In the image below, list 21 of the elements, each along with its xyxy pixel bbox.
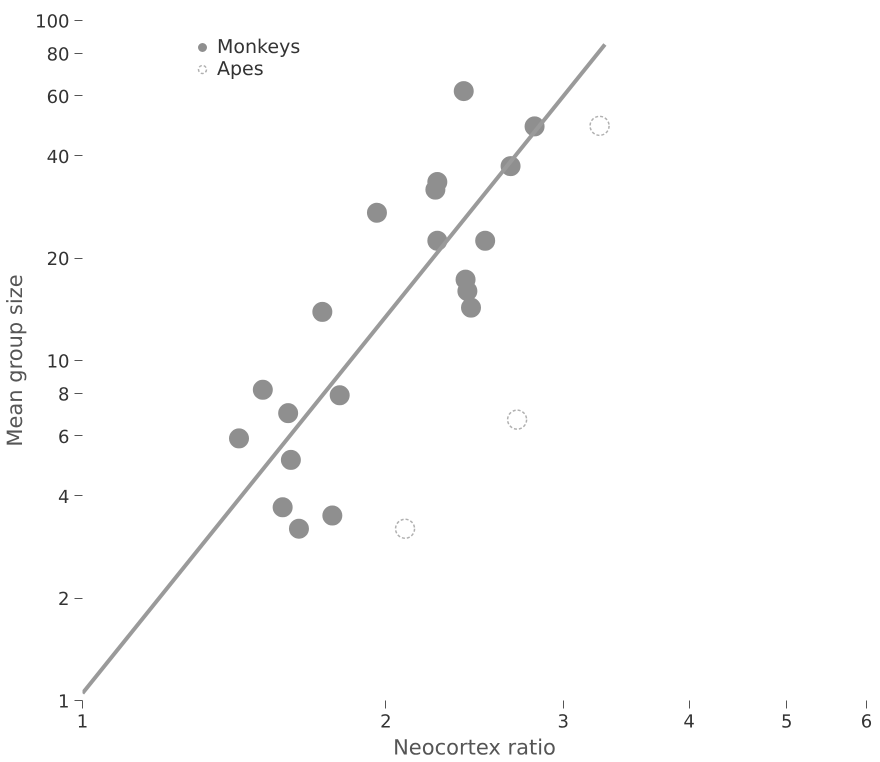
x-tick-label: 4 [683,712,695,732]
y-tick-label: 80 [46,44,70,66]
x-tick-label: 2 [380,712,392,732]
legend-label: Apes [217,58,264,80]
x-tick-label: 3 [557,712,569,732]
y-tick-label: 40 [46,146,70,168]
x-tick-label: 1 [76,712,88,732]
y-tick-label: 6 [58,426,70,448]
y-tick-label: 2 [58,589,70,610]
x-axis-title: Neocortex ratio [393,736,556,760]
x-tick-label: 5 [781,712,792,732]
y-tick-label: 100 [35,12,70,32]
y-tick-label: 20 [46,249,70,270]
y-tick-label: 8 [58,384,70,406]
y-tick-label: 1 [58,692,70,712]
y-tick-label: 4 [58,486,70,508]
y-tick-label: 60 [46,86,70,108]
y-axis-title: Mean group size [3,274,28,447]
x-tick-label: 6 [860,712,872,732]
legend-label: Monkeys [217,36,300,58]
y-tick-label: 10 [46,352,70,372]
